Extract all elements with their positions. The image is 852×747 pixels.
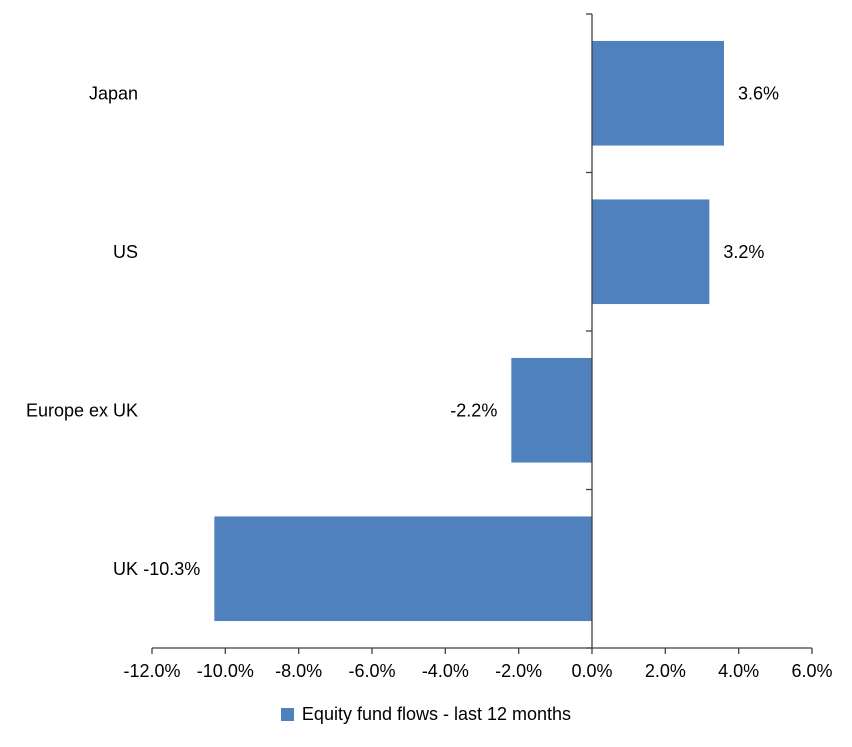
x-tick-label-3: -6.0%	[348, 661, 395, 681]
bar-uk	[214, 516, 593, 622]
x-tick-label-9: 6.0%	[791, 661, 832, 681]
category-label-japan: Japan	[89, 83, 138, 103]
x-tick-label-1: -10.0%	[197, 661, 254, 681]
x-tick-label-8: 4.0%	[718, 661, 759, 681]
data-label-japan: 3.6%	[738, 83, 779, 103]
data-label-us: 3.2%	[723, 242, 764, 262]
x-tick-label-6: 0.0%	[571, 661, 612, 681]
category-label-uk: UK	[113, 559, 138, 579]
legend-label: Equity fund flows - last 12 months	[301, 704, 572, 724]
x-tick-label-7: 2.0%	[645, 661, 686, 681]
legend-swatch-icon	[280, 708, 294, 721]
x-tick-label-5: -2.0%	[495, 661, 542, 681]
data-label-uk: -10.3%	[143, 559, 200, 579]
x-tick-label-0: -12.0%	[123, 661, 180, 681]
category-label-europe-ex-uk: Europe ex UK	[26, 400, 138, 420]
bar-japan	[592, 40, 724, 146]
bar-us	[592, 199, 710, 305]
bar-europe-ex-uk	[511, 357, 592, 463]
legend: Equity fund flows - last 12 months	[0, 704, 852, 725]
x-tick-label-4: -4.0%	[422, 661, 469, 681]
data-label-europe-ex-uk: -2.2%	[450, 400, 497, 420]
x-tick-label-2: -8.0%	[275, 661, 322, 681]
category-label-us: US	[113, 242, 138, 262]
